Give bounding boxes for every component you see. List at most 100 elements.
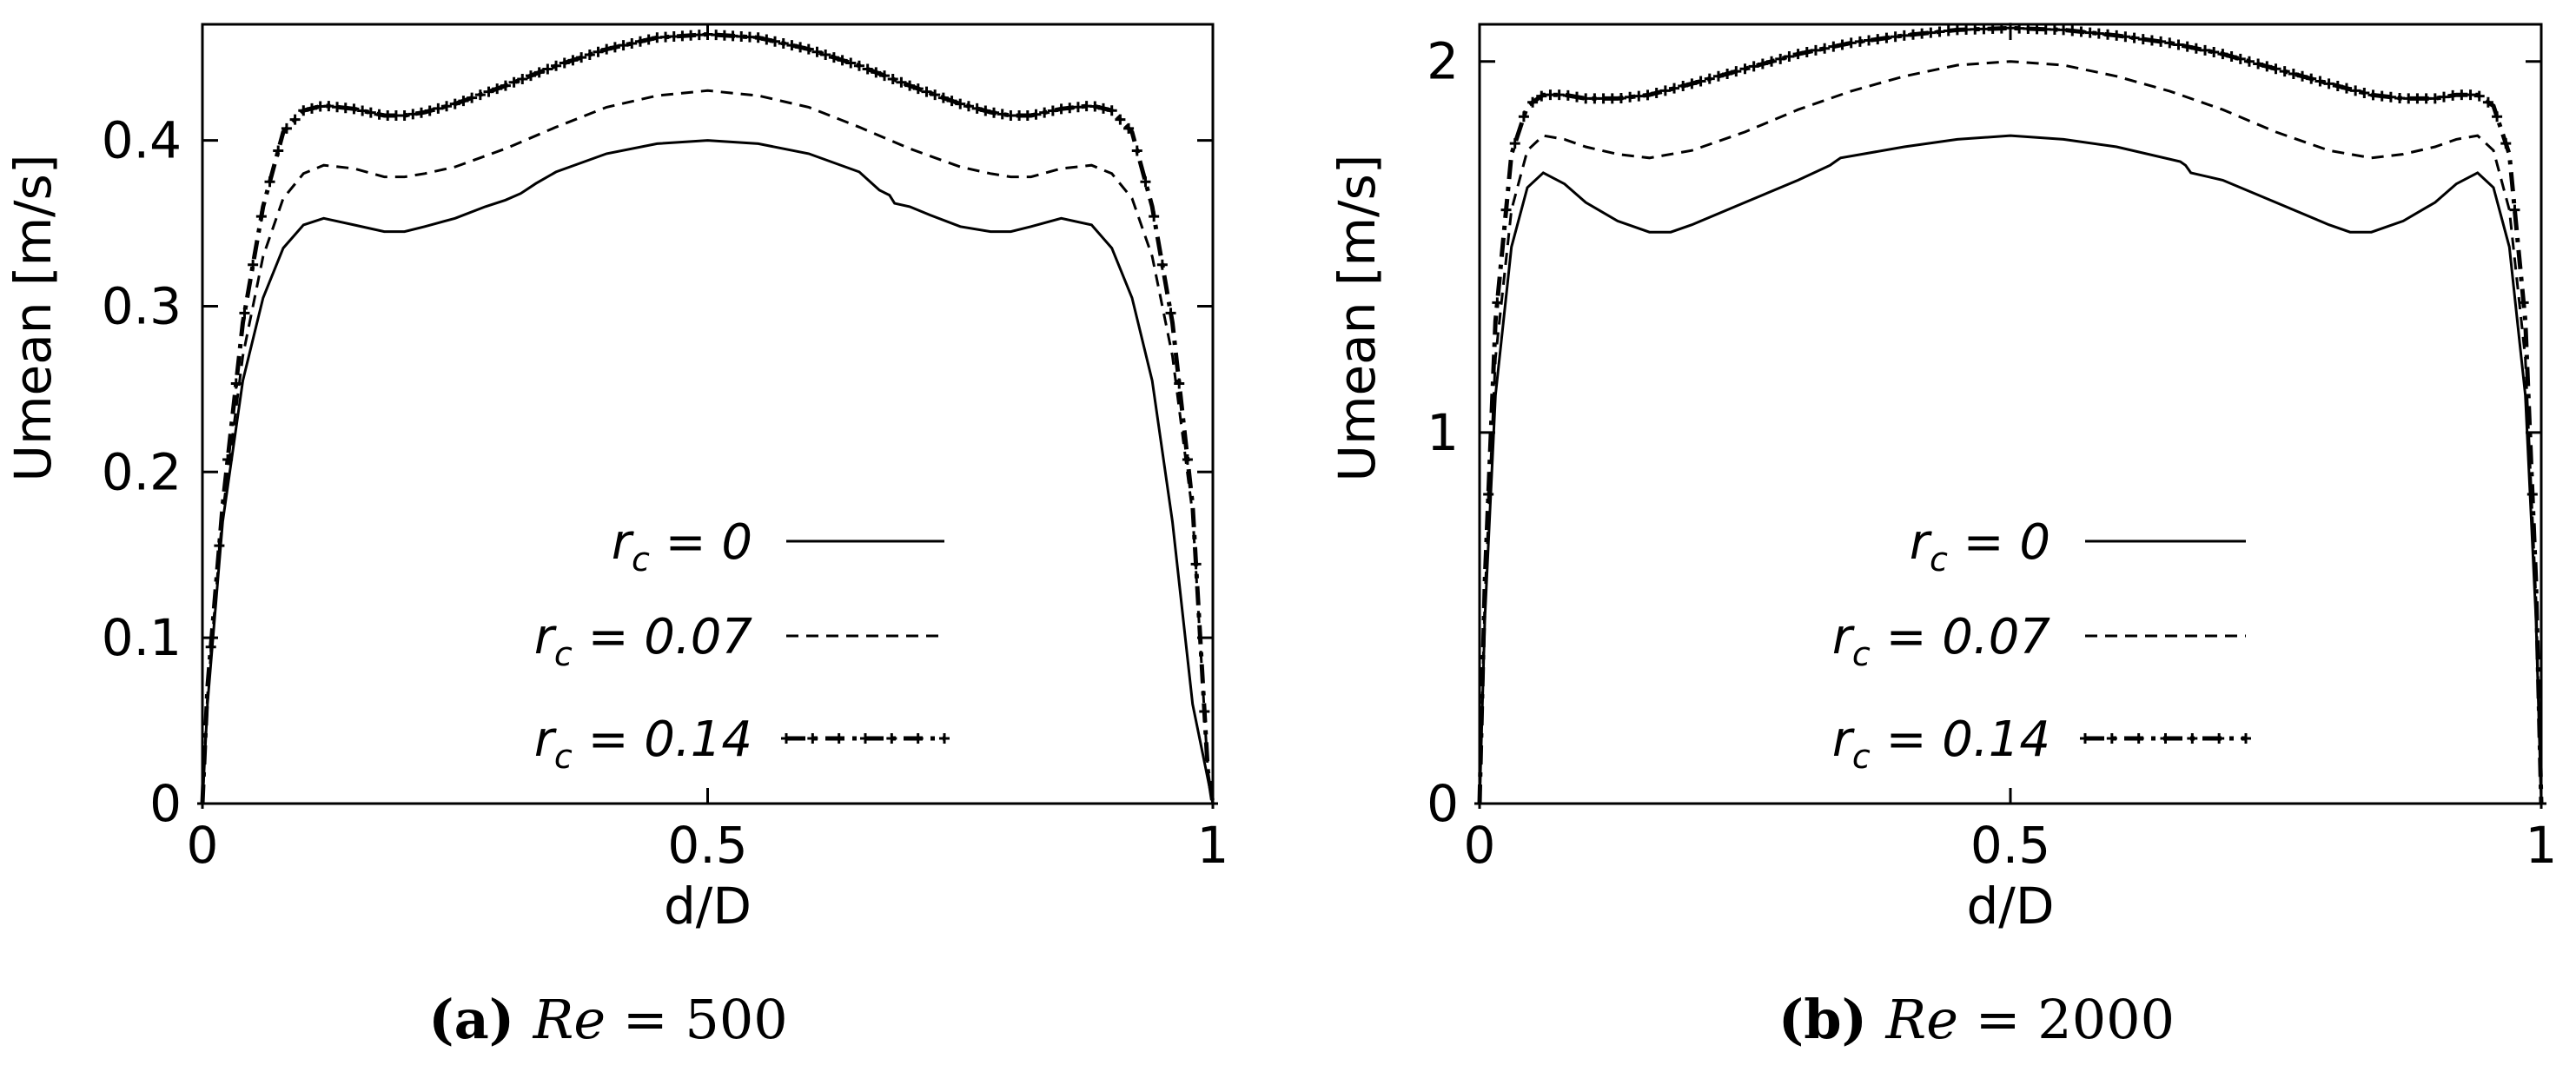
data-marker — [618, 40, 629, 51]
series-line-dashed — [1478, 60, 2543, 804]
data-marker — [912, 83, 924, 95]
axis-frame — [1478, 23, 2543, 805]
data-marker — [2394, 92, 2406, 103]
data-marker — [2093, 28, 2104, 39]
data-marker — [1943, 25, 1954, 36]
data-marker — [1925, 27, 1937, 38]
data-marker — [2420, 93, 2432, 104]
data-marker — [449, 98, 460, 109]
data-marker — [1872, 34, 1884, 45]
data-marker — [1140, 176, 1151, 188]
data-marker — [1819, 43, 1831, 54]
data-marker — [2438, 91, 2449, 103]
data-marker — [1123, 122, 1135, 134]
data-marker — [862, 63, 873, 75]
data-marker — [1615, 92, 1626, 103]
data-marker — [551, 60, 562, 71]
data-marker — [483, 86, 494, 97]
data-marker — [2235, 53, 2246, 64]
x-axis-label: d/D — [664, 877, 752, 936]
data-marker — [407, 109, 419, 120]
data-marker — [1695, 76, 1706, 87]
data-marker — [467, 92, 478, 103]
data-marker — [626, 37, 638, 49]
data-marker — [1572, 91, 1583, 103]
y-tick-label: 0.2 — [102, 442, 182, 501]
legend-marker — [2160, 733, 2171, 744]
data-marker — [2111, 30, 2122, 41]
x-tick-label: 1 — [2526, 816, 2558, 875]
data-marker — [963, 101, 974, 112]
data-marker — [2429, 93, 2440, 104]
data-marker — [1089, 101, 1101, 112]
data-marker — [1149, 211, 1160, 222]
legend-marker — [886, 733, 897, 744]
legend-marker — [2133, 733, 2144, 744]
data-marker — [567, 55, 579, 66]
data-marker — [2447, 89, 2459, 101]
data-marker — [424, 105, 435, 116]
series-line-solid — [201, 139, 1215, 804]
data-marker — [828, 52, 839, 63]
data-marker — [770, 36, 781, 47]
data-marker — [2040, 23, 2051, 35]
data-marker — [853, 60, 864, 71]
data-marker — [306, 103, 317, 114]
data-marker — [1527, 96, 1539, 108]
data-marker — [1854, 36, 1865, 47]
data-marker — [1182, 453, 1193, 465]
data-marker — [2208, 47, 2220, 58]
data-marker — [845, 57, 857, 69]
data-marker — [795, 42, 806, 53]
data-marker — [205, 641, 216, 652]
data-marker — [289, 114, 301, 125]
series-markers — [197, 29, 1218, 809]
data-marker — [2261, 61, 2273, 72]
data-marker — [2412, 93, 2423, 104]
data-marker — [2103, 29, 2114, 40]
data-marker — [1890, 31, 1901, 43]
data-marker — [1633, 90, 1645, 102]
data-marker — [1651, 88, 1662, 99]
data-marker — [2306, 73, 2317, 84]
series-line-dashed — [201, 89, 1215, 804]
data-marker — [2376, 90, 2387, 102]
data-marker — [634, 36, 646, 47]
data-marker — [1625, 91, 1636, 103]
data-marker — [980, 105, 991, 116]
data-marker — [1951, 24, 1963, 36]
data-marker — [1704, 73, 1715, 84]
data-marker — [1562, 89, 1573, 101]
data-marker — [1190, 559, 1202, 570]
data-marker — [1828, 41, 1839, 52]
data-marker — [500, 80, 511, 91]
data-marker — [1483, 489, 1494, 500]
data-marker — [1970, 23, 1981, 35]
data-marker — [997, 109, 1008, 120]
data-marker — [441, 101, 453, 112]
caption: (b) Re = 2000 — [1778, 988, 2175, 1051]
data-marker — [937, 92, 949, 103]
legend-marker — [912, 733, 924, 744]
data-marker — [811, 46, 823, 57]
data-marker — [2385, 91, 2396, 103]
data-marker — [593, 46, 604, 57]
data-marker — [1792, 49, 1804, 60]
data-marker — [2482, 96, 2493, 108]
data-marker — [1837, 39, 1848, 50]
data-marker — [2243, 56, 2255, 67]
legend-marker — [860, 733, 871, 744]
series-line-dash-dot-marker — [200, 31, 1215, 804]
data-marker — [2456, 89, 2467, 101]
data-marker — [2492, 111, 2503, 122]
data-marker — [1545, 89, 1556, 101]
data-marker — [1642, 89, 1653, 101]
data-marker — [2120, 31, 2131, 43]
legend-marker — [2106, 733, 2117, 744]
data-marker — [2182, 41, 2193, 52]
data-marker — [2314, 76, 2326, 87]
data-marker — [2359, 88, 2370, 99]
y-tick-label: 0.1 — [102, 608, 182, 667]
